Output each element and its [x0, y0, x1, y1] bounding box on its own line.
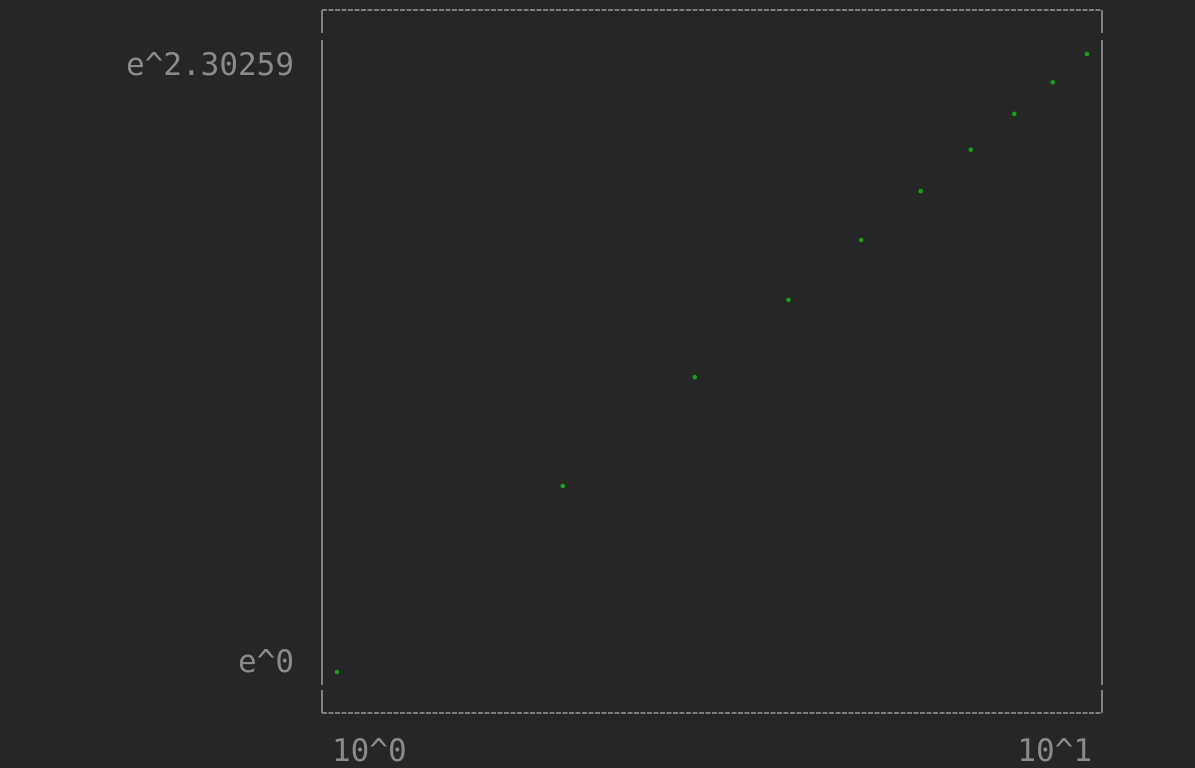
- data-point: [786, 297, 791, 303]
- y-tick-label-top: e^2.30259: [126, 47, 294, 83]
- data-point: [334, 669, 340, 675]
- data-point: [1012, 111, 1017, 117]
- plot-frame: [321, 9, 1103, 714]
- data-point: [1084, 51, 1090, 57]
- y-tick-label-bottom: e^0: [238, 644, 294, 680]
- x-tick-label-right: 10^1: [1017, 733, 1092, 768]
- data-point: [858, 237, 864, 243]
- data-point: [692, 374, 698, 380]
- data-point: [968, 147, 974, 152]
- data-point: [560, 483, 566, 489]
- scatter-points: [334, 51, 1090, 675]
- data-point: [1050, 80, 1055, 85]
- x-tick-label-left: 10^0: [332, 733, 407, 768]
- data-point: [918, 188, 923, 194]
